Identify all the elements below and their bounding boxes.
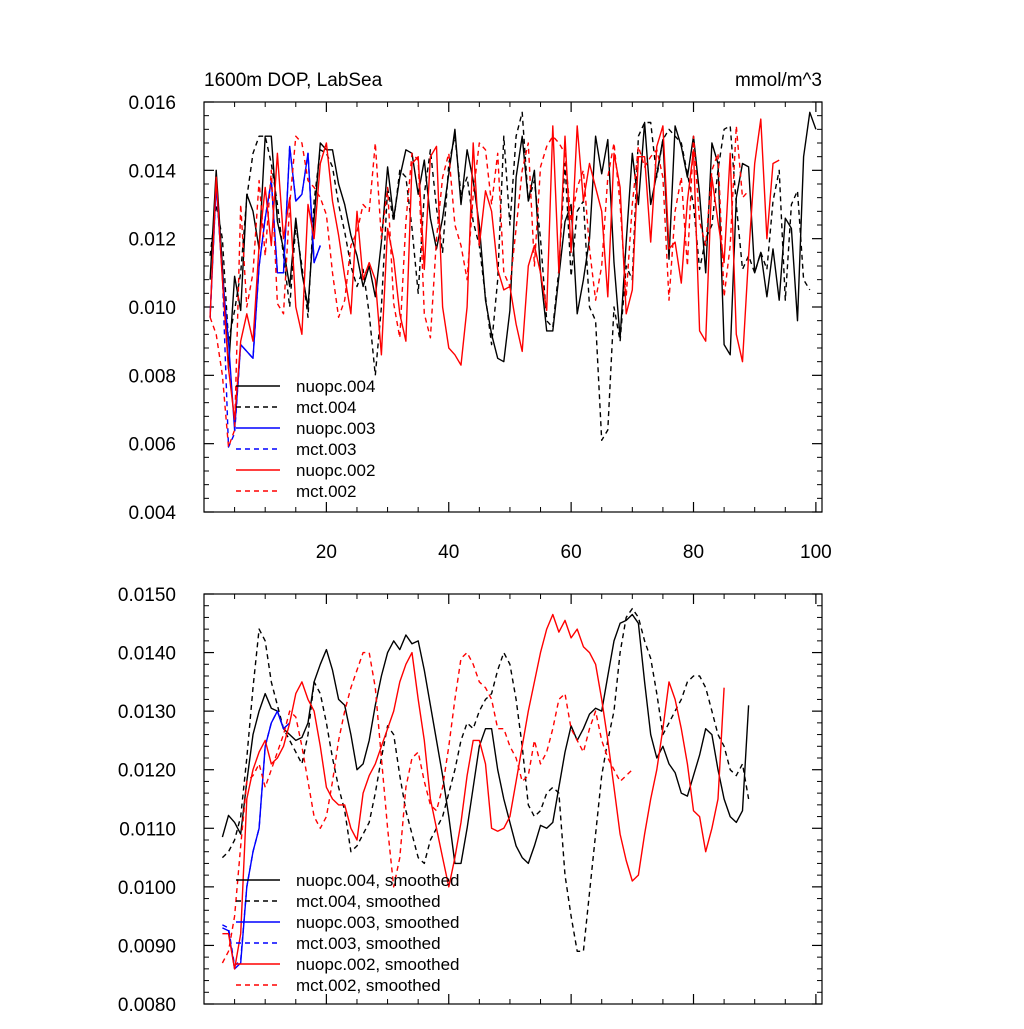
- top-panel: 1600m DOP, LabSea mmol/m^3 0.004 0.006 0.0…: [128, 70, 831, 563]
- y-tick-label: 0.0120: [118, 761, 176, 782]
- legend-label: nuopc.002, smoothed: [296, 955, 460, 974]
- series-line-mct-004-smoothed: [221, 607, 750, 952]
- series-line-mct-004: [209, 111, 811, 441]
- legend-label: nuopc.004, smoothed: [296, 871, 460, 890]
- series-line-mct-002: [209, 125, 750, 448]
- legend-label: nuopc.003: [296, 419, 375, 438]
- legend-label: mct.004: [296, 398, 356, 417]
- top-chart-title: 1600m DOP, LabSea: [204, 70, 383, 91]
- bottom-panel: 0.0080 0.0090 0.0100 0.0110 0.0120 0.0130 0.01…: [118, 585, 823, 1016]
- series-line-nuopc-002-smoothed: [222, 613, 725, 970]
- legend-label: nuopc.002: [296, 461, 375, 480]
- x-tick-label: 20: [316, 542, 337, 563]
- y-tick-label: 0.006: [128, 435, 176, 456]
- x-tick-label: 80: [683, 542, 704, 563]
- y-tick-label: 0.0110: [119, 819, 176, 840]
- y-tick-label: 0.004: [128, 503, 176, 524]
- x-tick-label: 60: [561, 542, 582, 563]
- y-tick-label: 0.0080: [118, 995, 176, 1016]
- y-tick-label: 0.0090: [118, 936, 176, 957]
- legend-label: nuopc.003, smoothed: [296, 913, 460, 932]
- y-tick-label: 0.012: [128, 230, 176, 251]
- plot-frame: [203, 593, 823, 1005]
- legend-label: nuopc.004: [296, 377, 375, 396]
- y-tick-label: 0.0150: [118, 585, 176, 606]
- y-tick-label: 0.0130: [118, 702, 176, 723]
- y-tick-label: 0.008: [128, 366, 176, 387]
- y-tick-label: 0.010: [128, 298, 176, 319]
- series-line-mct-002-smoothed: [221, 651, 633, 964]
- series-line-mct-003: [209, 145, 321, 448]
- legend-label: mct.002, smoothed: [296, 976, 441, 995]
- legend-label: mct.002: [296, 482, 356, 501]
- top-chart-units: mmol/m^3: [735, 70, 822, 91]
- y-tick-label: 0.0100: [118, 878, 176, 899]
- series-line-nuopc-004-smoothed: [221, 613, 750, 865]
- legend-label: mct.003: [296, 440, 356, 459]
- y-tick-label: 0.0140: [118, 644, 176, 665]
- legend-label: mct.003, smoothed: [296, 934, 441, 953]
- series-line-nuopc-002: [209, 118, 780, 421]
- legend-label: mct.004, smoothed: [296, 892, 441, 911]
- y-tick-label: 0.016: [128, 93, 176, 114]
- x-tick-label: 40: [438, 542, 459, 563]
- y-tick-label: 0.014: [128, 161, 176, 182]
- x-tick-label: 100: [800, 542, 832, 563]
